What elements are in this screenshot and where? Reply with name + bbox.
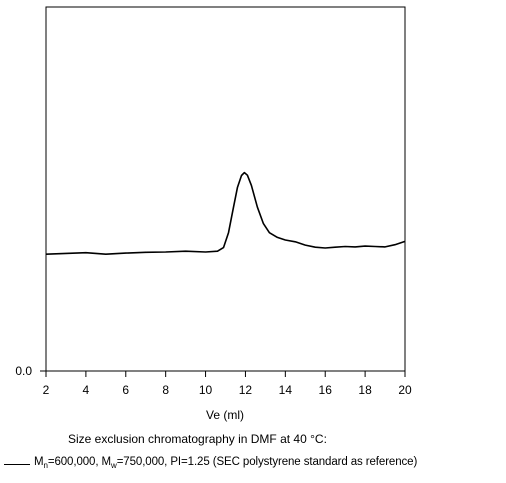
x-tick-label: 18 <box>358 383 372 397</box>
series-line <box>45 171 406 255</box>
axis-tick-labels: 2 4 6 8 10 12 14 16 18 20 0.0 <box>15 364 412 397</box>
plot-frame <box>45 6 406 372</box>
x-tick-label: 10 <box>199 383 213 397</box>
x-tick-label: 2 <box>43 383 50 397</box>
x-tick-label: 6 <box>122 383 129 397</box>
chart-caption: Size exclusion chromatography in DMF at … <box>68 432 327 446</box>
legend-mn-value: =600,000, M <box>47 456 111 468</box>
y-tick-label: 0.0 <box>15 364 32 378</box>
x-axis-title: Ve (ml) <box>206 408 244 422</box>
legend-entry: Mn=600,000, Mw=750,000, PI=1.25 (SEC pol… <box>34 456 417 470</box>
x-tick-label: 16 <box>319 383 333 397</box>
x-tick-label: 4 <box>83 383 90 397</box>
legend-n-subscript: n <box>43 461 48 470</box>
legend-mn-symbol: M <box>34 456 44 468</box>
x-tick-label: 8 <box>162 383 169 397</box>
axis-ticks <box>40 370 406 377</box>
legend-rest-text: =750,000, PI=1.25 (SEC polystyrene stand… <box>116 456 418 468</box>
legend: Mn=600,000, Mw=750,000, PI=1.25 (SEC pol… <box>4 455 504 475</box>
legend-w-subscript: w <box>111 461 117 470</box>
x-tick-label: 20 <box>398 383 412 397</box>
legend-line-swatch <box>4 464 30 465</box>
x-tick-label: 12 <box>239 383 253 397</box>
x-tick-label: 14 <box>279 383 293 397</box>
